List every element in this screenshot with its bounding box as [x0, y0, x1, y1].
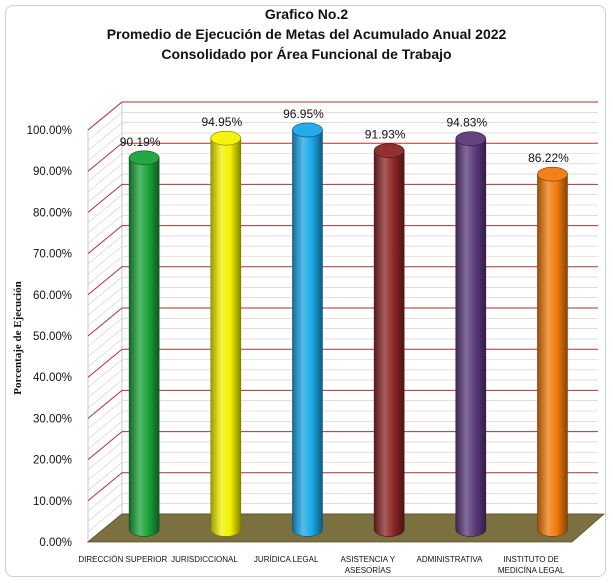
minor-gridline	[87, 132, 598, 162]
major-gridline	[87, 431, 598, 460]
y-tick-label: 100.00%	[27, 125, 72, 137]
bar-body	[292, 129, 323, 537]
bar-top	[455, 131, 487, 147]
minor-gridline	[87, 194, 598, 223]
x-tick-label: ADMINISTRATIVA	[417, 555, 484, 564]
minor-gridline	[87, 276, 598, 306]
y-tick-label: 80.00%	[33, 207, 72, 219]
minor-gridline	[87, 245, 598, 275]
minor-gridline	[87, 441, 598, 471]
minor-gridline	[87, 287, 598, 316]
major-gridline	[87, 307, 598, 337]
bar	[128, 150, 160, 537]
x-tick-label: JURISDICCIONAL	[171, 555, 238, 564]
minor-gridline	[87, 369, 598, 399]
y-tick-label: 30.00%	[33, 413, 72, 425]
minor-gridline	[87, 400, 598, 429]
minor-gridline	[87, 420, 598, 450]
data-label: 96.95%	[283, 107, 324, 121]
bar	[373, 143, 405, 537]
x-tick-label: ASESORÍAS	[345, 566, 391, 575]
x-tick-label: INSTITUTO DE	[503, 555, 558, 564]
chart-subtitle-2: Consolidado por Área Funcional de Trabaj…	[161, 46, 452, 62]
y-tick-label: 90.00%	[33, 166, 72, 178]
bar-top	[292, 122, 323, 138]
y-tick-label: 40.00%	[33, 372, 72, 384]
bar-body	[455, 138, 487, 537]
minor-gridline	[87, 153, 598, 182]
x-tick-label: DIRECCIÓN SUPERIOR	[78, 555, 167, 564]
minor-gridline	[87, 462, 598, 491]
bar-body	[128, 157, 160, 537]
data-labels: 90.19% 94.95% 96.95% 91.93% 94.83% 86.22%	[120, 107, 569, 165]
minor-gridline	[87, 122, 598, 151]
y-tick-label: 50.00%	[33, 331, 72, 343]
minor-gridline	[87, 256, 598, 285]
bars	[128, 122, 568, 537]
data-label: 90.19%	[120, 135, 161, 149]
data-label: 91.93%	[365, 128, 406, 142]
bar	[455, 131, 487, 537]
minor-gridline	[87, 173, 598, 203]
major-gridline	[87, 101, 598, 131]
y-tick-label: 10.00%	[33, 496, 72, 508]
bar-top	[210, 130, 242, 146]
minor-gridline	[87, 163, 598, 193]
y-tick-label: 70.00%	[33, 249, 72, 261]
y-tick-label: 20.00%	[33, 455, 72, 467]
data-label: 94.83%	[446, 116, 487, 130]
y-axis-ticks: 0.00% 10.00% 20.00% 30.00% 40.00% 50.00% 60.00…	[27, 125, 72, 549]
bar-top	[128, 150, 160, 166]
minor-gridline	[87, 482, 598, 512]
bar-body	[210, 137, 242, 537]
minor-gridline	[87, 215, 598, 244]
y-tick-label: 0.00%	[39, 537, 72, 549]
bar-top	[373, 143, 405, 158]
bar	[537, 166, 568, 537]
chart-subtitle: Promedio de Ejecución de Metas del Acumu…	[106, 26, 507, 42]
minor-gridline	[87, 317, 598, 347]
floor-plane	[86, 513, 606, 543]
bar-body	[537, 173, 568, 537]
minor-gridline	[87, 112, 598, 141]
major-gridline	[87, 472, 598, 502]
chart-title: Grafico No.2	[264, 6, 349, 22]
minor-gridline	[87, 338, 598, 368]
gridlines	[87, 101, 598, 543]
minor-gridline	[87, 235, 598, 265]
data-label: 94.95%	[201, 115, 242, 129]
y-axis-label: Porcentaje de Ejecución	[12, 281, 24, 394]
minor-gridline	[87, 297, 598, 326]
data-label: 86.22%	[528, 151, 569, 165]
minor-gridline	[87, 379, 598, 409]
chart-floor	[86, 513, 606, 543]
bar	[210, 130, 242, 537]
x-tick-label: ASISTENCIA Y	[341, 555, 396, 564]
minor-gridline	[87, 204, 598, 234]
minor-gridline	[87, 503, 598, 532]
minor-gridline	[87, 359, 598, 388]
minor-gridline	[87, 328, 598, 357]
major-gridline	[87, 183, 598, 213]
major-gridline	[87, 266, 598, 296]
x-tick-label: MEDICÍNA LEGAL	[498, 566, 565, 575]
x-tick-label: JURÍDICA LEGAL	[254, 555, 319, 564]
major-gridline	[87, 225, 598, 254]
minor-gridline	[87, 451, 598, 481]
major-gridline	[87, 348, 598, 378]
bar-body	[373, 150, 405, 537]
major-gridline	[87, 389, 598, 419]
minor-gridline	[87, 493, 598, 522]
major-gridline	[87, 142, 598, 172]
bar	[292, 122, 323, 537]
bar-top	[537, 166, 568, 182]
minor-gridline	[87, 410, 598, 440]
x-axis-ticks: DIRECCIÓN SUPERIOR JURISDICCIONAL JURÍDICA…	[78, 555, 565, 575]
y-tick-label: 60.00%	[33, 290, 72, 302]
